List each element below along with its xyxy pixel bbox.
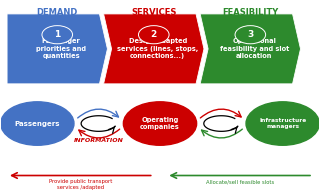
Text: Passenger
priorities and
quantities: Passenger priorities and quantities — [36, 38, 86, 59]
Circle shape — [235, 26, 266, 44]
Text: Operating
companies: Operating companies — [140, 117, 180, 130]
Text: FEASIBILITY: FEASIBILITY — [222, 8, 278, 17]
Text: 3: 3 — [247, 30, 253, 39]
Polygon shape — [104, 14, 204, 84]
Text: INFORMATION: INFORMATION — [74, 138, 124, 143]
Text: Passengers: Passengers — [15, 121, 60, 127]
Text: Operational
feasibility and slot
allocation: Operational feasibility and slot allocat… — [220, 38, 289, 59]
Text: 1: 1 — [54, 30, 60, 39]
Circle shape — [246, 102, 319, 145]
Text: DEMAND: DEMAND — [36, 8, 78, 17]
Text: 2: 2 — [151, 30, 157, 39]
Text: Provide public transport
services /adapted: Provide public transport services /adapt… — [49, 179, 112, 190]
Text: Allocate/sell feasible slots: Allocate/sell feasible slots — [205, 179, 274, 184]
Polygon shape — [7, 14, 108, 84]
Text: SERVICES: SERVICES — [131, 8, 176, 17]
Circle shape — [123, 102, 197, 145]
Polygon shape — [200, 14, 300, 84]
Text: Infrastructure
managers: Infrastructure managers — [259, 118, 306, 129]
Text: Design adapted
services (lines, stops,
connections...): Design adapted services (lines, stops, c… — [117, 38, 198, 59]
Circle shape — [139, 26, 169, 44]
Circle shape — [42, 26, 73, 44]
Circle shape — [1, 102, 74, 145]
